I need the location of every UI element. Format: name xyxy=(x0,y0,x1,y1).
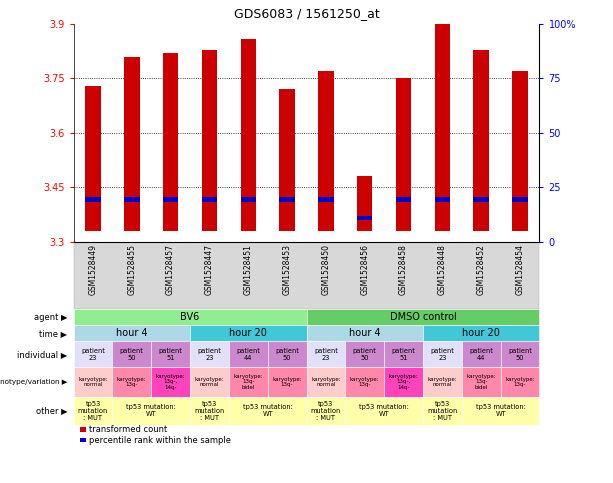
Bar xyxy=(240,39,256,231)
Text: hour 20: hour 20 xyxy=(462,328,500,339)
Text: karyotype:
13q-: karyotype: 13q- xyxy=(117,377,147,387)
Bar xyxy=(163,198,178,202)
Title: GDS6083 / 1561250_at: GDS6083 / 1561250_at xyxy=(234,7,379,20)
Text: karyotype:
13q-,
14q-: karyotype: 13q-, 14q- xyxy=(156,374,185,390)
Text: percentile rank within the sample: percentile rank within the sample xyxy=(89,436,231,444)
Text: patient
23: patient 23 xyxy=(81,348,105,361)
Bar xyxy=(124,57,140,231)
Text: patient
50: patient 50 xyxy=(275,348,299,361)
Text: patient
50: patient 50 xyxy=(353,348,376,361)
Text: karyotype:
13q-,
14q-: karyotype: 13q-, 14q- xyxy=(389,374,418,390)
Text: patient
44: patient 44 xyxy=(470,348,493,361)
Text: genotype/variation ▶: genotype/variation ▶ xyxy=(0,379,67,385)
Bar xyxy=(435,24,450,231)
Text: karyotype:
normal: karyotype: normal xyxy=(195,377,224,387)
Text: karyotype:
normal: karyotype: normal xyxy=(428,377,457,387)
Bar xyxy=(435,198,450,202)
Text: tp53 mutation:
WT: tp53 mutation: WT xyxy=(476,404,525,417)
Text: karyotype:
13q-
bidel: karyotype: 13q- bidel xyxy=(234,374,263,390)
Text: patient
23: patient 23 xyxy=(430,348,454,361)
Bar xyxy=(396,79,411,231)
Bar xyxy=(202,50,217,231)
Bar xyxy=(85,86,101,231)
Bar xyxy=(280,89,295,231)
Text: karyotype:
13q-: karyotype: 13q- xyxy=(350,377,379,387)
Text: tp53 mutation:
WT: tp53 mutation: WT xyxy=(359,404,409,417)
Text: hour 4: hour 4 xyxy=(116,328,148,339)
Bar xyxy=(318,198,333,202)
Text: karyotype:
normal: karyotype: normal xyxy=(78,377,108,387)
Text: tp53
mutation
: MUT: tp53 mutation : MUT xyxy=(78,401,108,421)
Text: DMSO control: DMSO control xyxy=(390,312,456,322)
Text: karyotype:
13q-: karyotype: 13q- xyxy=(272,377,302,387)
Text: patient
23: patient 23 xyxy=(197,348,221,361)
Text: patient
51: patient 51 xyxy=(392,348,416,361)
Bar xyxy=(473,198,489,202)
Text: other ▶: other ▶ xyxy=(36,406,67,415)
Text: patient
50: patient 50 xyxy=(120,348,143,361)
Bar xyxy=(512,198,528,202)
Text: tp53
mutation
: MUT: tp53 mutation : MUT xyxy=(427,401,457,421)
Text: agent ▶: agent ▶ xyxy=(34,313,67,322)
Bar xyxy=(202,198,217,202)
Bar xyxy=(357,176,373,231)
Text: BV6: BV6 xyxy=(180,312,200,322)
Text: karyotype:
13q-: karyotype: 13q- xyxy=(505,377,535,387)
Text: time ▶: time ▶ xyxy=(39,329,67,338)
Text: karyotype:
13q-
bidel: karyotype: 13q- bidel xyxy=(466,374,496,390)
Bar xyxy=(318,71,333,231)
Bar xyxy=(240,198,256,202)
Text: karyotype:
normal: karyotype: normal xyxy=(311,377,341,387)
Text: transformed count: transformed count xyxy=(89,425,167,434)
Bar xyxy=(473,50,489,231)
Text: patient
50: patient 50 xyxy=(508,348,532,361)
Text: patient
23: patient 23 xyxy=(314,348,338,361)
Bar xyxy=(124,198,140,202)
Text: tp53
mutation
: MUT: tp53 mutation : MUT xyxy=(311,401,341,421)
Bar xyxy=(357,215,373,220)
Text: tp53
mutation
: MUT: tp53 mutation : MUT xyxy=(194,401,224,421)
Bar xyxy=(85,198,101,202)
Bar xyxy=(280,198,295,202)
Bar xyxy=(512,71,528,231)
Text: patient
44: patient 44 xyxy=(237,348,260,361)
Text: patient
51: patient 51 xyxy=(159,348,183,361)
Text: individual ▶: individual ▶ xyxy=(17,350,67,359)
Text: hour 4: hour 4 xyxy=(349,328,381,339)
Text: tp53 mutation:
WT: tp53 mutation: WT xyxy=(243,404,292,417)
Text: hour 20: hour 20 xyxy=(229,328,267,339)
Text: tp53 mutation:
WT: tp53 mutation: WT xyxy=(126,404,176,417)
Bar xyxy=(396,198,411,202)
Bar xyxy=(163,53,178,231)
